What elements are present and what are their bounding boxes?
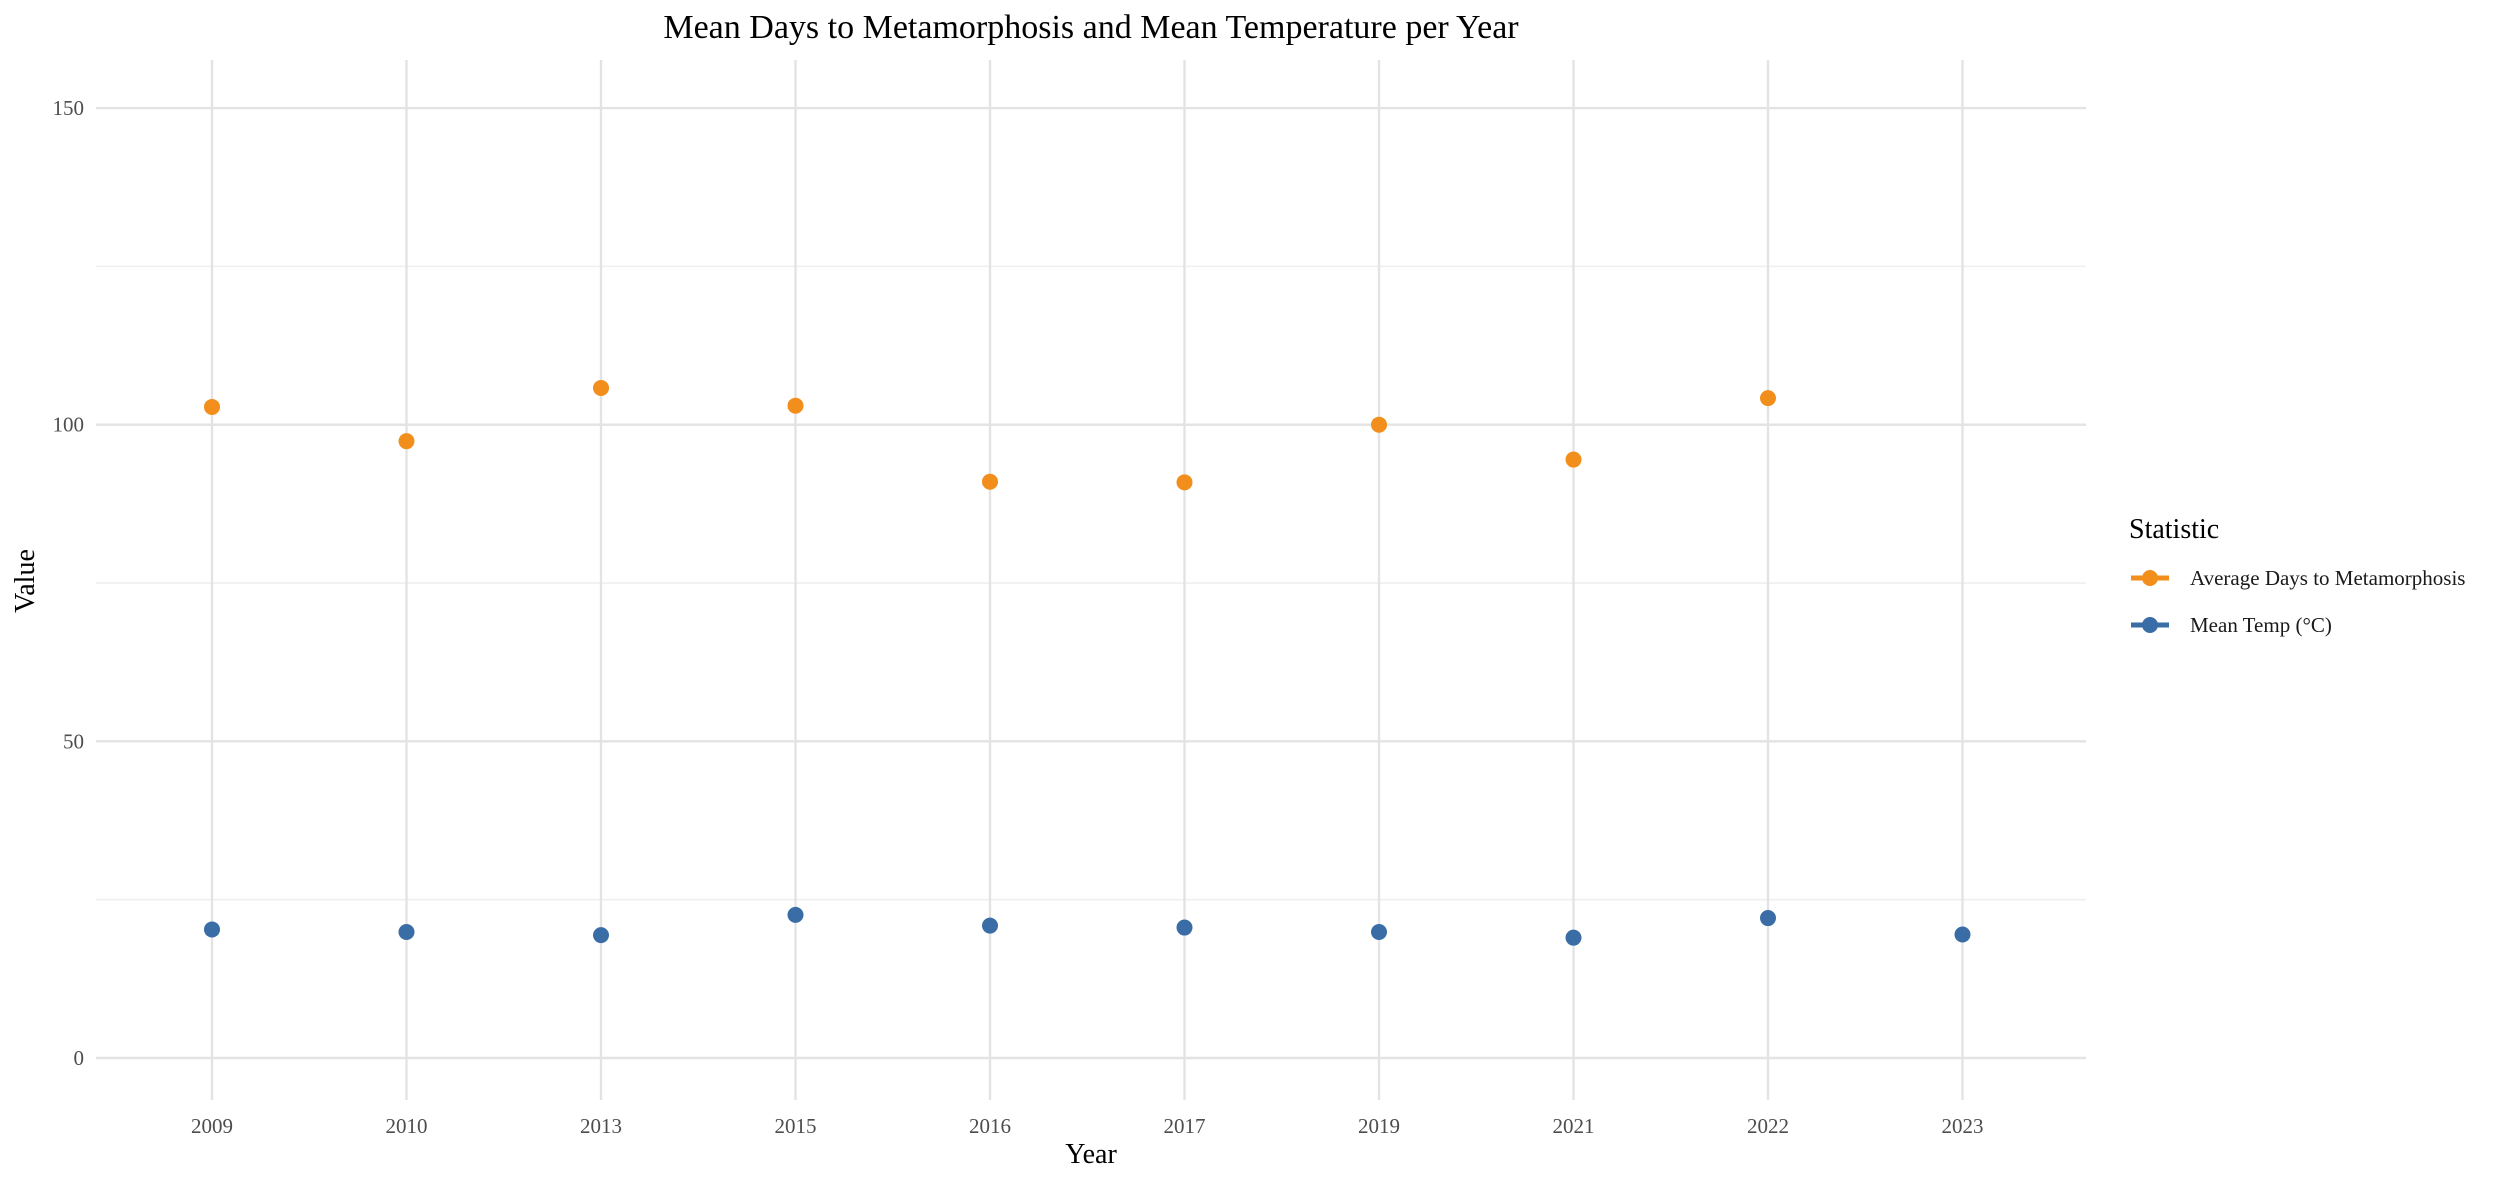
point-avg-days bbox=[1176, 474, 1193, 491]
x-tick-label: 2009 bbox=[191, 1114, 233, 1138]
legend-key-point bbox=[2142, 570, 2158, 586]
point-mean-temp bbox=[398, 923, 415, 940]
x-tick-label: 2015 bbox=[775, 1114, 817, 1138]
point-mean-temp bbox=[1954, 926, 1971, 943]
point-mean-temp bbox=[1565, 929, 1582, 946]
legend-label: Average Days to Metamorphosis bbox=[2190, 566, 2465, 590]
x-axis-title: Year bbox=[1065, 1139, 1117, 1170]
chart-title: Mean Days to Metamorphosis and Mean Temp… bbox=[663, 9, 1519, 46]
point-mean-temp bbox=[1371, 923, 1387, 940]
x-tick-label: 2016 bbox=[969, 1114, 1011, 1138]
point-avg-days bbox=[398, 433, 415, 450]
point-avg-days bbox=[982, 473, 998, 490]
x-tick-label: 2023 bbox=[1942, 1114, 1984, 1138]
y-axis-title: Value bbox=[10, 549, 41, 613]
point-mean-temp bbox=[1176, 919, 1193, 936]
point-avg-days bbox=[1371, 416, 1387, 433]
point-mean-temp bbox=[593, 927, 609, 944]
point-avg-days bbox=[1760, 390, 1776, 407]
point-mean-temp bbox=[1760, 910, 1776, 927]
x-tick-label: 2013 bbox=[580, 1114, 622, 1138]
legend: Statistic Average Days to Metamorphosis M… bbox=[2129, 514, 2465, 637]
legend-key-point bbox=[2142, 617, 2158, 633]
point-mean-temp bbox=[787, 906, 804, 923]
point-avg-days bbox=[1565, 451, 1582, 468]
point-avg-days bbox=[787, 397, 804, 414]
x-tick-label: 2010 bbox=[386, 1114, 428, 1138]
y-tick-label: 50 bbox=[63, 729, 84, 753]
x-tick-label: 2022 bbox=[1747, 1114, 1789, 1138]
x-tick-label: 2017 bbox=[1164, 1114, 1206, 1138]
x-tick-label: 2019 bbox=[1358, 1114, 1400, 1138]
legend-label: Mean Temp (°C) bbox=[2190, 613, 2332, 637]
grid bbox=[96, 60, 2086, 1100]
x-axis-ticks: 2009 2010 2013 2015 2016 2017 2019 2021 2022 2023 bbox=[191, 1114, 1984, 1138]
y-tick-label: 100 bbox=[53, 413, 85, 437]
y-tick-label: 0 bbox=[74, 1046, 85, 1070]
legend-title: Statistic bbox=[2129, 514, 2219, 545]
data-points bbox=[204, 379, 1971, 946]
point-avg-days bbox=[204, 398, 220, 415]
x-tick-label: 2021 bbox=[1553, 1114, 1595, 1138]
y-axis-ticks: 0 50 100 150 bbox=[53, 96, 85, 1070]
point-mean-temp bbox=[204, 921, 220, 938]
y-tick-label: 150 bbox=[53, 96, 85, 120]
point-avg-days bbox=[593, 379, 609, 396]
point-mean-temp bbox=[982, 917, 998, 934]
